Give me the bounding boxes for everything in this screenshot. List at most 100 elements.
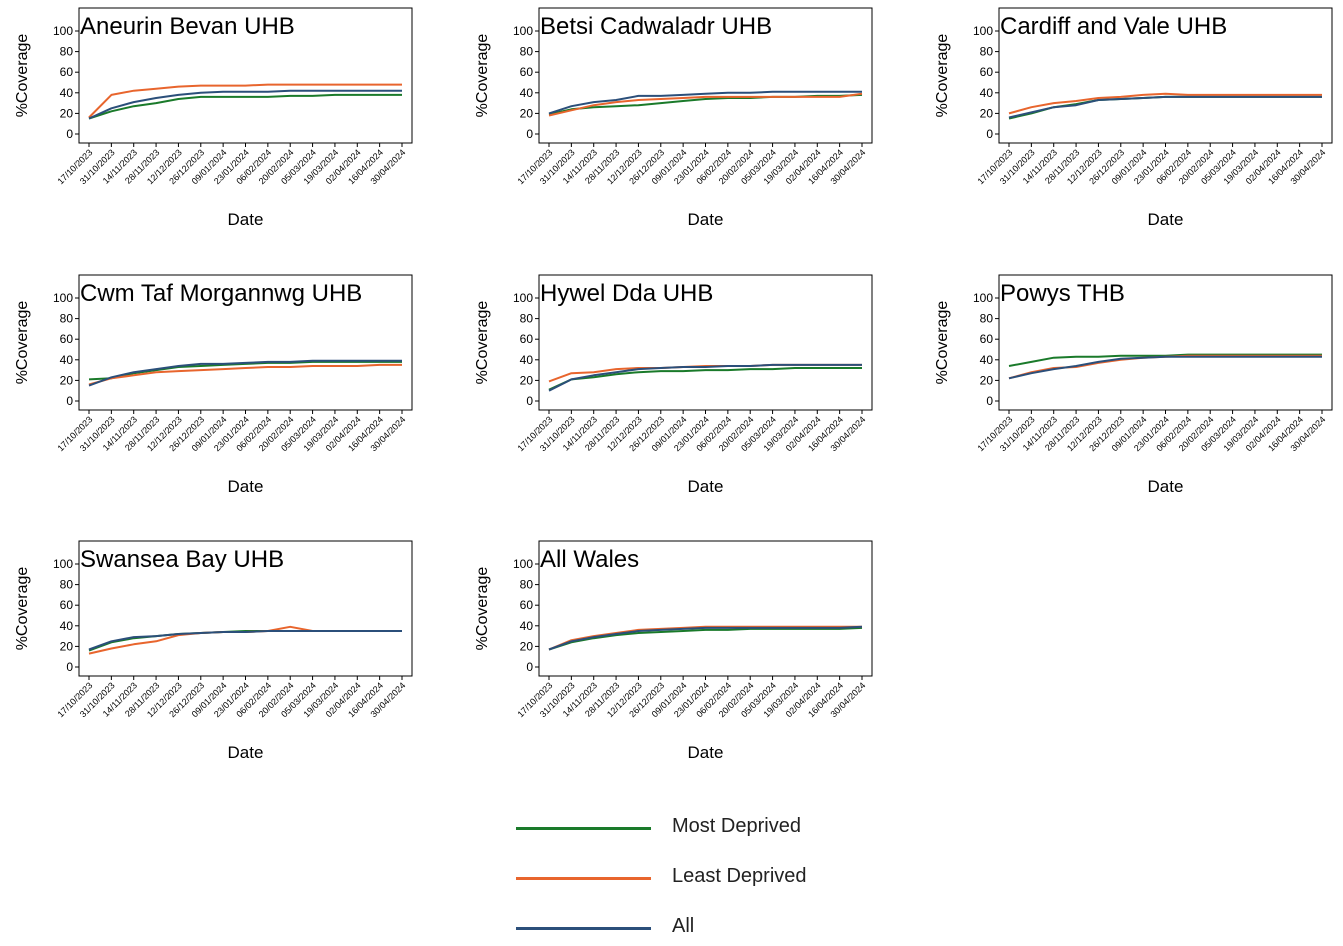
- y-tick-label: 60: [60, 332, 74, 346]
- y-tick-label: 100: [53, 557, 73, 571]
- chart-title: Cardiff and Vale UHB: [1000, 13, 1227, 40]
- y-tick-label: 60: [520, 332, 534, 346]
- y-tick-label: 100: [513, 557, 533, 571]
- y-tick-label: 60: [520, 65, 534, 79]
- y-tick-label: 20: [980, 373, 994, 387]
- series-line-most-deprived: [548, 367, 862, 391]
- x-axis-label: Date: [688, 477, 724, 496]
- chart-panel: Hywel Dda UHB020406080100%Coverage17/10/…: [474, 274, 873, 496]
- chart-title: Aneurin Bevan UHB: [80, 13, 295, 40]
- chart-title: Cwm Taf Morgannwg UHB: [80, 280, 362, 307]
- y-tick-label: 60: [60, 65, 74, 79]
- chart-panel: Cardiff and Vale UHB 0 20 40 60 80 100 %Coverag…: [934, 7, 1333, 229]
- y-tick-label: 40: [60, 86, 74, 100]
- x-axis-label: Date: [1148, 210, 1184, 229]
- chart-title: Swansea Bay UHB: [80, 546, 284, 573]
- y-axis-label: %Coverage: [934, 301, 951, 385]
- legend-item: All: [516, 912, 936, 946]
- y-tick-label: 80: [520, 45, 534, 59]
- y-tick-label: 40: [60, 353, 74, 367]
- y-tick-label: 80: [520, 578, 534, 592]
- y-axis-label: %Coverage: [14, 34, 31, 118]
- y-tick-label: 80: [980, 312, 994, 326]
- y-tick-label: 80: [60, 312, 74, 326]
- legend-label: Most Deprived: [672, 815, 801, 837]
- y-tick-label: 60: [980, 332, 994, 346]
- y-tick-label: 20: [520, 106, 534, 120]
- chart-title: Powys THB: [1000, 280, 1125, 307]
- y-tick-label: 60: [60, 598, 74, 612]
- series-line-most-deprived: [88, 93, 402, 120]
- y-tick-label: 0: [986, 127, 993, 141]
- y-tick-label: 20: [980, 106, 994, 120]
- series-line-all: [1008, 355, 1322, 380]
- y-tick-label: 0: [66, 127, 73, 141]
- series-line-least-deprived: [548, 92, 863, 117]
- series-line-most-deprived: [548, 626, 863, 651]
- series-line-least-deprived: [1008, 354, 1322, 380]
- chart-panel: Swansea Bay UHB020406080100%Coverage17/1…: [14, 540, 413, 762]
- chart-panel: Aneurin Bevan UHB020406080100%Coverage17…: [14, 7, 413, 229]
- series-line-all: [548, 363, 862, 392]
- series-line-all: [88, 359, 402, 387]
- x-axis-label: Date: [228, 210, 264, 229]
- chart-panel: Betsi Cadwaladr UHB 0 20 40 60 80 100 %Coverage…: [474, 7, 873, 229]
- y-axis-label: %Coverage: [474, 301, 491, 385]
- y-tick-label: 0: [526, 127, 533, 141]
- y-axis-label: %Coverage: [14, 567, 31, 651]
- chart-panel: All Wales020406080100%Coverage17/10/2023…: [474, 540, 873, 762]
- y-tick-label: 0: [66, 394, 73, 408]
- y-tick-label: 20: [60, 639, 74, 653]
- series-line-least-deprived: [88, 363, 402, 386]
- x-axis-label: Date: [228, 477, 264, 496]
- legend-swatch: [516, 927, 651, 930]
- series-line-most-deprived: [88, 360, 402, 381]
- y-axis-label: %Coverage: [14, 301, 31, 385]
- y-tick-label: 80: [60, 45, 74, 59]
- y-tick-label: 80: [520, 312, 534, 326]
- series-line-all: [548, 625, 863, 651]
- chart-title: Hywel Dda UHB: [540, 280, 713, 307]
- x-axis-label: Date: [688, 210, 724, 229]
- y-tick-label: 100: [53, 24, 73, 38]
- series-line-most-deprived: [88, 630, 402, 652]
- y-tick-label: 0: [526, 660, 533, 674]
- y-tick-label: 0: [66, 660, 73, 674]
- legend-swatch: [516, 827, 651, 830]
- y-tick-label: 100: [973, 291, 993, 305]
- y-tick-label: 80: [980, 45, 994, 59]
- y-tick-label: 40: [60, 619, 74, 633]
- legend-label: All: [672, 915, 695, 937]
- y-tick-label: 20: [520, 373, 534, 387]
- y-tick-label: 20: [60, 373, 74, 387]
- series-line-all: [1008, 95, 1322, 119]
- series-line-least-deprived: [1008, 92, 1322, 115]
- legend-swatch: [516, 877, 651, 880]
- y-tick-label: 40: [520, 86, 534, 100]
- y-tick-label: 20: [520, 639, 534, 653]
- y-tick-label: 40: [980, 86, 994, 100]
- chart-title: All Wales: [540, 546, 639, 573]
- y-tick-label: 0: [526, 394, 533, 408]
- legend-label: Least Deprived: [672, 865, 807, 887]
- y-tick-label: 0: [986, 394, 993, 408]
- y-tick-label: 40: [520, 619, 534, 633]
- y-tick-label: 60: [980, 65, 994, 79]
- y-axis-label: %Coverage: [934, 34, 951, 118]
- y-tick-label: 100: [53, 291, 73, 305]
- series-line-all: [88, 89, 402, 120]
- y-tick-label: 100: [513, 24, 533, 38]
- y-axis-label: %Coverage: [474, 567, 491, 651]
- y-tick-label: 100: [973, 24, 993, 38]
- y-tick-label: 100: [513, 291, 533, 305]
- y-tick-label: 60: [520, 598, 534, 612]
- legend-item: Least Deprived: [516, 862, 936, 896]
- y-axis-label: %Coverage: [474, 34, 491, 118]
- y-tick-label: 20: [60, 106, 74, 120]
- series-line-least-deprived: [88, 83, 402, 119]
- x-axis-label: Date: [688, 743, 724, 762]
- chart-title: Betsi Cadwaladr UHB: [540, 13, 772, 40]
- y-tick-label: 40: [520, 353, 534, 367]
- legend-item: Most Deprived: [516, 812, 936, 846]
